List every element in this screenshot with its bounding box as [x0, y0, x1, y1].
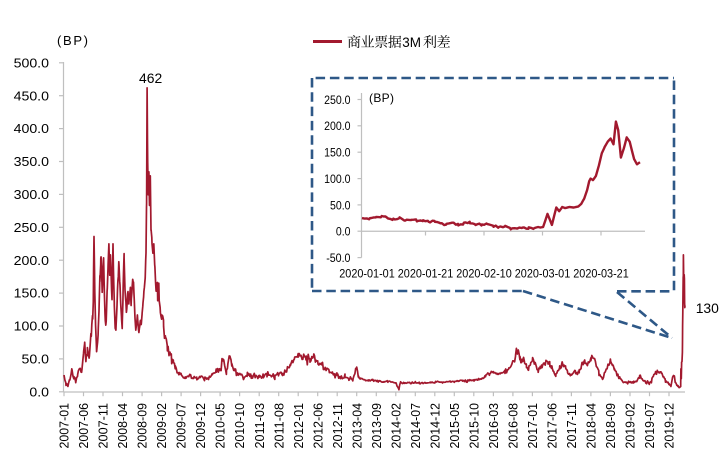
svg-text:-50.0: -50.0: [326, 251, 350, 265]
svg-text:150.0: 150.0: [324, 146, 351, 160]
svg-text:2010-05: 2010-05: [214, 403, 228, 449]
svg-text:2016-08: 2016-08: [507, 403, 521, 449]
svg-text:50.0: 50.0: [330, 198, 351, 212]
svg-text:250.0: 250.0: [14, 220, 49, 235]
svg-text:2011-03: 2011-03: [253, 403, 267, 449]
svg-text:2015-10: 2015-10: [467, 403, 481, 449]
svg-text:2020-03-01: 2020-03-01: [515, 267, 571, 281]
svg-text:2013-04: 2013-04: [350, 403, 364, 449]
svg-text:2014-02: 2014-02: [389, 403, 403, 449]
svg-text:2020-03-21: 2020-03-21: [573, 267, 629, 281]
svg-text:2020-01-01: 2020-01-01: [339, 267, 395, 281]
svg-text:2019-07: 2019-07: [643, 403, 657, 449]
svg-text:462: 462: [139, 70, 162, 86]
svg-text:2009-02: 2009-02: [155, 403, 169, 449]
svg-text:2020-01-21: 2020-01-21: [398, 267, 454, 281]
svg-text:250.0: 250.0: [324, 93, 351, 107]
svg-text:2009-07: 2009-07: [175, 403, 189, 449]
svg-text:2013-09: 2013-09: [370, 403, 384, 449]
svg-text:2015-05: 2015-05: [448, 403, 462, 449]
svg-text:2008-04: 2008-04: [116, 403, 130, 449]
svg-text:150.0: 150.0: [14, 286, 49, 301]
svg-text:50.0: 50.0: [22, 352, 50, 367]
svg-text:130: 130: [696, 300, 719, 316]
svg-text:100.0: 100.0: [14, 319, 49, 334]
svg-text:0.0: 0.0: [29, 384, 49, 399]
svg-text:2014-07: 2014-07: [409, 403, 423, 449]
svg-text:2018-04: 2018-04: [585, 403, 599, 449]
svg-text:(BP): (BP): [369, 91, 394, 105]
svg-text:2017-01: 2017-01: [526, 403, 540, 449]
svg-text:2007-11: 2007-11: [97, 403, 111, 449]
svg-text:2009-12: 2009-12: [194, 403, 208, 449]
svg-text:2018-09: 2018-09: [604, 403, 618, 449]
svg-text:2010-10: 2010-10: [233, 403, 247, 449]
svg-text:2012-01: 2012-01: [292, 403, 306, 449]
svg-text:300.0: 300.0: [14, 187, 49, 202]
svg-text:2012-11: 2012-11: [331, 403, 345, 449]
svg-text:2012-06: 2012-06: [311, 403, 325, 449]
svg-text:200.0: 200.0: [324, 119, 351, 133]
svg-text:200.0: 200.0: [14, 253, 49, 268]
svg-text:500.0: 500.0: [14, 55, 49, 70]
svg-text:2019-12: 2019-12: [663, 403, 677, 449]
svg-text:0.0: 0.0: [336, 225, 351, 239]
svg-text:2007-06: 2007-06: [77, 403, 91, 449]
svg-text:2007-01: 2007-01: [58, 403, 72, 449]
svg-text:3M: 3M: [402, 35, 421, 50]
svg-text:2011-08: 2011-08: [272, 403, 286, 449]
svg-text:2017-06: 2017-06: [546, 403, 560, 449]
svg-text:450.0: 450.0: [14, 88, 49, 103]
svg-text:2014-12: 2014-12: [428, 403, 442, 449]
svg-text:2019-02: 2019-02: [624, 403, 638, 449]
svg-text:400.0: 400.0: [14, 121, 49, 136]
svg-text:100.0: 100.0: [324, 172, 351, 186]
svg-text:2017-11: 2017-11: [565, 403, 579, 449]
svg-text:2016-03: 2016-03: [487, 403, 501, 449]
svg-text:2020-02-10: 2020-02-10: [456, 267, 512, 281]
svg-text:350.0: 350.0: [14, 154, 49, 169]
svg-text:(BP): (BP): [57, 33, 88, 48]
svg-text:2008-09: 2008-09: [136, 403, 150, 449]
